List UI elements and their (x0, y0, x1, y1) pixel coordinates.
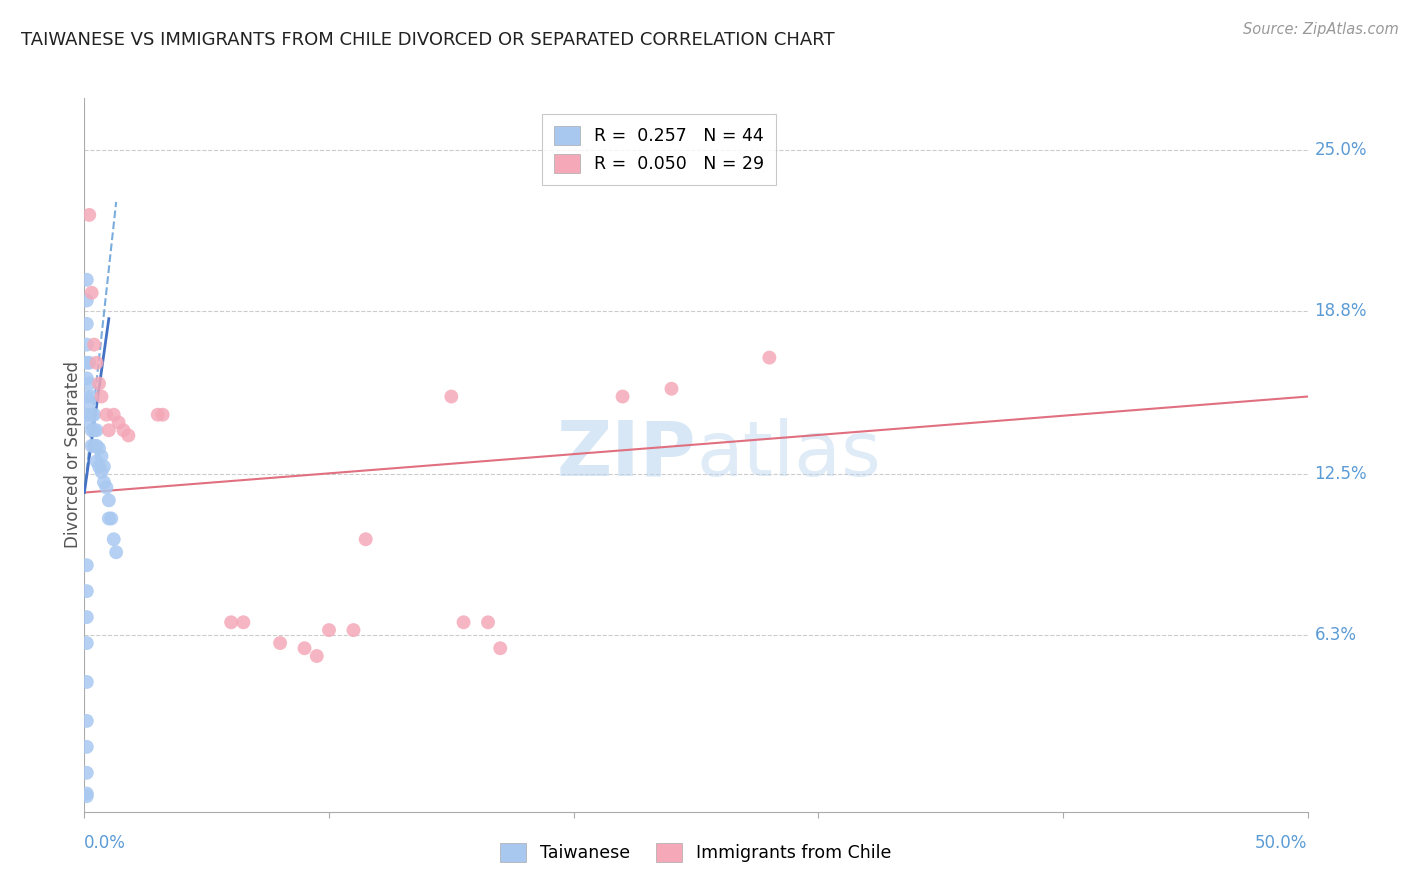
Point (87, 376, 110, 391)
Point (76, 636, 98, 650)
Point (97, 511, 120, 525)
Point (93, 475, 115, 490)
Point (100, 511, 122, 525)
Point (80, 285, 103, 300)
Point (90, 465, 112, 479)
Point (146, 408, 169, 422)
Point (86, 423, 108, 437)
Point (80, 439, 103, 453)
Point (477, 615, 499, 630)
Point (269, 636, 291, 650)
Point (80, 408, 103, 422)
Point (758, 351, 780, 365)
Y-axis label: Divorced or Separated: Divorced or Separated (65, 361, 82, 549)
Point (87, 459, 110, 474)
Point (96, 408, 118, 422)
Text: 18.8%: 18.8% (1315, 301, 1367, 320)
Point (86, 439, 108, 453)
Point (80, 390, 103, 404)
Point (103, 533, 125, 547)
Point (83, 337, 105, 351)
Point (117, 428, 139, 442)
Point (661, 382, 683, 396)
Point (76, 371, 98, 385)
Point (86, 356, 108, 370)
Point (87, 442, 110, 456)
Point (612, 390, 634, 404)
Point (76, 558, 98, 573)
Point (152, 408, 174, 422)
Point (97, 423, 120, 437)
Point (489, 641, 512, 656)
Point (294, 641, 316, 656)
Point (80, 423, 103, 437)
Point (354, 533, 377, 547)
Point (219, 615, 242, 630)
Point (77, 397, 100, 411)
Point (76, 390, 98, 404)
Text: atlas: atlas (696, 418, 880, 491)
Point (76, 714, 98, 728)
Point (76, 337, 98, 351)
Point (93, 459, 115, 474)
Point (96, 480, 118, 494)
Text: 50.0%: 50.0% (1256, 834, 1308, 852)
Point (83, 423, 105, 437)
Point (76, 317, 98, 331)
Point (76, 739, 98, 754)
Point (77, 356, 100, 370)
Point (76, 675, 98, 690)
Point (76, 765, 98, 780)
Point (105, 545, 128, 559)
Point (453, 615, 475, 630)
Point (86, 454, 108, 468)
Point (342, 623, 364, 637)
Text: Source: ZipAtlas.com: Source: ZipAtlas.com (1243, 22, 1399, 37)
Point (77, 376, 100, 391)
Point (77, 416, 100, 430)
Point (318, 623, 340, 637)
Point (83, 439, 105, 453)
Point (305, 648, 328, 663)
Point (76, 584, 98, 599)
Point (77, 208, 100, 222)
Text: 6.3%: 6.3% (1315, 626, 1357, 644)
Text: ZIP: ZIP (557, 418, 696, 491)
Text: 25.0%: 25.0% (1315, 141, 1367, 159)
Point (232, 615, 254, 630)
Point (76, 273, 98, 287)
Text: 12.5%: 12.5% (1315, 466, 1367, 483)
Text: 0.0%: 0.0% (84, 834, 127, 852)
Point (83, 408, 105, 422)
Point (76, 408, 98, 422)
Legend: Taiwanese, Immigrants from Chile: Taiwanese, Immigrants from Chile (488, 830, 904, 874)
Point (90, 390, 112, 404)
Point (97, 493, 120, 508)
Point (440, 390, 463, 404)
Point (76, 610, 98, 624)
Point (76, 787, 98, 801)
Point (90, 449, 112, 463)
Text: TAIWANESE VS IMMIGRANTS FROM CHILE DIVORCED OR SEPARATED CORRELATION CHART: TAIWANESE VS IMMIGRANTS FROM CHILE DIVOR… (21, 31, 835, 49)
Point (107, 416, 129, 430)
Point (76, 356, 98, 370)
Point (76, 789, 98, 804)
Point (76, 293, 98, 308)
Point (112, 423, 135, 437)
Point (103, 408, 125, 422)
